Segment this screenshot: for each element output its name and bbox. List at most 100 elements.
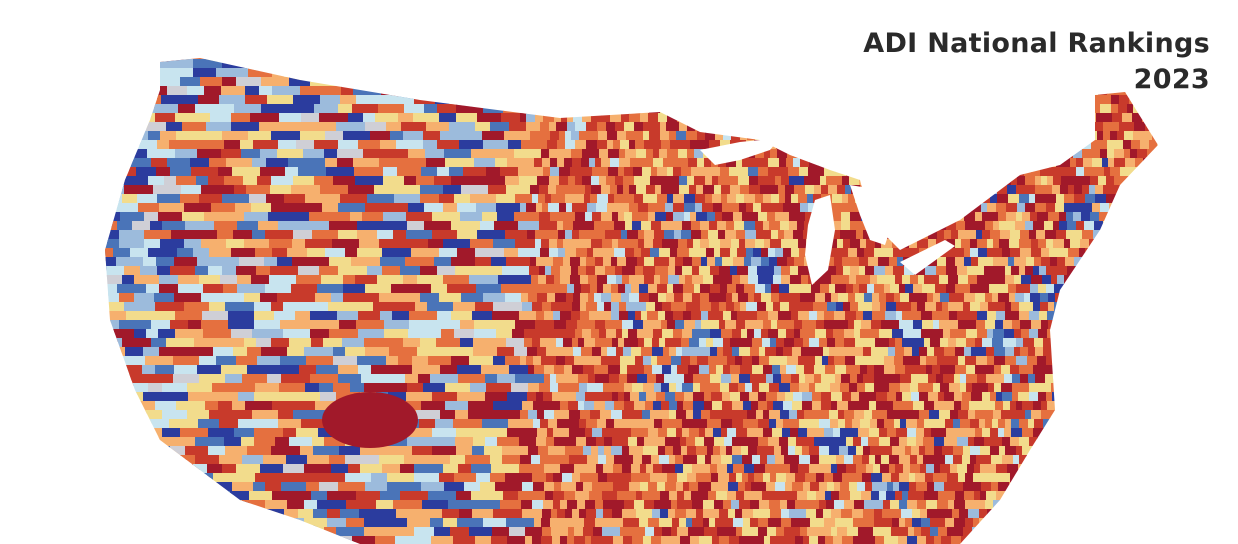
region-cell bbox=[1150, 158, 1158, 167]
region-cell bbox=[894, 113, 902, 122]
region-cell bbox=[1035, 347, 1044, 356]
region-cell bbox=[105, 86, 120, 102]
region-cell bbox=[1117, 401, 1125, 410]
region-cell bbox=[548, 419, 558, 428]
region-cell bbox=[919, 59, 928, 68]
region-cell bbox=[198, 419, 220, 430]
region-cell bbox=[1107, 419, 1116, 428]
region-cell bbox=[1030, 293, 1041, 302]
region-cell bbox=[779, 167, 789, 176]
region-cell bbox=[745, 383, 753, 392]
region-cell bbox=[959, 509, 969, 518]
region-cell bbox=[700, 464, 711, 473]
region-cell bbox=[604, 221, 615, 230]
region-cell bbox=[876, 446, 883, 455]
region-cell bbox=[771, 194, 780, 203]
region-cell bbox=[999, 221, 1007, 230]
region-cell bbox=[640, 104, 650, 113]
region-cell bbox=[266, 158, 289, 169]
region-cell bbox=[979, 347, 987, 356]
region-cell bbox=[1029, 329, 1039, 338]
region-cell bbox=[583, 491, 590, 500]
region-cell bbox=[550, 455, 559, 464]
region-cell bbox=[696, 113, 704, 122]
region-cell bbox=[698, 104, 708, 113]
region-cell bbox=[952, 509, 960, 518]
region-cell bbox=[944, 437, 951, 446]
region-cell bbox=[286, 455, 308, 464]
region-cell bbox=[1030, 122, 1037, 131]
region-cell bbox=[726, 293, 733, 302]
region-cell bbox=[630, 392, 640, 401]
region-cell bbox=[676, 221, 683, 230]
region-cell bbox=[597, 284, 604, 293]
region-cell bbox=[945, 455, 954, 464]
region-cell bbox=[772, 203, 784, 212]
region-cell bbox=[820, 113, 829, 122]
region-cell bbox=[540, 284, 547, 293]
region-cell bbox=[1095, 509, 1106, 518]
region-cell bbox=[774, 266, 782, 275]
region-cell bbox=[976, 77, 984, 86]
region-cell bbox=[797, 284, 806, 293]
region-cell bbox=[559, 176, 569, 185]
region-cell bbox=[1082, 149, 1091, 158]
region-cell bbox=[913, 401, 925, 410]
region-cell bbox=[650, 248, 660, 257]
region-cell bbox=[849, 140, 860, 149]
region-cell bbox=[1057, 266, 1068, 275]
region-cell bbox=[846, 167, 853, 176]
region-cell bbox=[864, 149, 873, 158]
region-cell bbox=[1148, 374, 1157, 383]
region-cell bbox=[1081, 401, 1092, 410]
region-cell bbox=[654, 383, 662, 392]
region-cell bbox=[708, 356, 719, 365]
region-cell bbox=[857, 248, 865, 257]
region-cell bbox=[1047, 401, 1057, 410]
region-cell bbox=[1052, 131, 1060, 140]
region-cell bbox=[989, 77, 997, 86]
region-cell bbox=[763, 509, 771, 518]
region-cell bbox=[715, 131, 724, 140]
region-cell bbox=[576, 392, 586, 401]
region-cell bbox=[920, 509, 928, 518]
region-cell bbox=[228, 311, 255, 321]
region-cell bbox=[1029, 230, 1037, 239]
region-cell bbox=[830, 383, 841, 392]
region-cell bbox=[1143, 104, 1150, 113]
region-cell bbox=[944, 482, 953, 491]
region-cell bbox=[963, 104, 973, 113]
region-cell bbox=[569, 428, 580, 437]
region-cell bbox=[890, 500, 900, 509]
region-cell bbox=[1145, 266, 1152, 275]
region-cell bbox=[654, 275, 661, 284]
region-cell bbox=[910, 464, 921, 473]
region-cell bbox=[1051, 446, 1059, 455]
region-cell bbox=[619, 302, 627, 311]
region-cell bbox=[421, 167, 438, 178]
region-cell bbox=[721, 329, 733, 338]
region-cell bbox=[766, 392, 778, 401]
region-cell bbox=[886, 59, 898, 68]
region-cell bbox=[642, 95, 652, 104]
region-cell bbox=[876, 401, 885, 410]
region-cell bbox=[592, 428, 603, 437]
region-cell bbox=[1143, 221, 1153, 230]
region-cell bbox=[991, 455, 1003, 464]
region-cell bbox=[861, 491, 872, 500]
region-cell bbox=[1013, 509, 1021, 518]
region-cell bbox=[670, 68, 679, 77]
region-cell bbox=[662, 239, 670, 248]
region-cell bbox=[503, 59, 523, 73]
region-cell bbox=[668, 266, 676, 275]
region-cell bbox=[563, 338, 573, 347]
region-cell bbox=[345, 455, 364, 466]
region-cell bbox=[1055, 464, 1062, 473]
region-cell bbox=[908, 59, 920, 68]
region-cell bbox=[881, 410, 888, 419]
region-cell bbox=[547, 356, 557, 365]
region-cell bbox=[982, 113, 990, 122]
region-cell bbox=[338, 203, 366, 212]
region-cell bbox=[619, 311, 629, 320]
region-cell bbox=[622, 329, 629, 338]
